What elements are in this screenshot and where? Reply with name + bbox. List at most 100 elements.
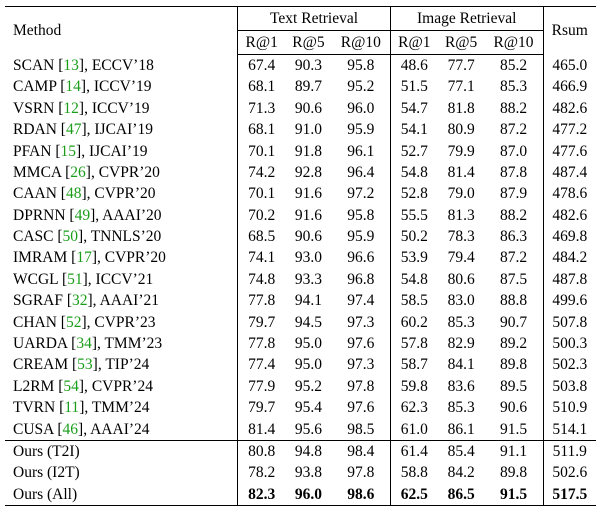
value-cell: 80.8 xyxy=(237,440,286,463)
table-row: UARDA [34], TMM’23 77.8 95.0 97.6 57.8 82.9 89… xyxy=(5,333,596,355)
method-name: CAAN xyxy=(13,185,57,203)
method-venue: TMM’23 xyxy=(104,335,163,353)
value-cell: 53.9 xyxy=(389,247,438,269)
method-name: TVRN xyxy=(13,399,56,417)
method-venue: ECCV’18 xyxy=(91,56,154,74)
value-cell: 89.5 xyxy=(499,377,528,395)
value-cell: 517.5 xyxy=(542,483,596,507)
reference-link[interactable]: 12 xyxy=(63,99,79,117)
method-cell: MMCA [26], CVPR’20 xyxy=(13,163,160,181)
value-cell: 78.2 xyxy=(237,462,286,484)
value-cell: 478.6 xyxy=(542,183,596,205)
value-cell: 89.7 xyxy=(294,78,323,96)
value-cell: 77.1 xyxy=(447,78,475,96)
reference-link[interactable]: 48 xyxy=(65,185,82,203)
value-cell: 88.2 xyxy=(499,206,528,224)
reference-link[interactable]: 49 xyxy=(74,206,91,224)
reference-link[interactable]: 13 xyxy=(63,56,79,74)
reference-link[interactable]: 53 xyxy=(77,356,93,374)
value-cell: 95.2 xyxy=(294,377,323,395)
text-retrieval-header: Text Retrieval xyxy=(237,6,391,31)
value-cell: 52.8 xyxy=(389,183,438,205)
method-name: CUSA xyxy=(13,420,54,438)
table-row: L2RM [54], CVPR’24 77.9 95.2 97.8 59.8 83.6 89… xyxy=(5,375,596,398)
reference-link[interactable]: 26 xyxy=(70,163,86,181)
reference-link[interactable]: 11 xyxy=(64,399,80,417)
method-cell: SCAN [13], ECCV’18 xyxy=(13,56,154,74)
value-cell: 68.1 xyxy=(237,119,286,141)
value-cell: 90.6 xyxy=(294,228,323,246)
reference-link[interactable]: 50 xyxy=(62,228,79,246)
value-cell: 466.9 xyxy=(542,76,596,98)
value-cell: 502.3 xyxy=(542,354,596,376)
method-cell: PFAN [15], IJCAI’19 xyxy=(13,142,148,160)
value-cell: 86.5 xyxy=(437,483,485,507)
reference-link[interactable]: 47 xyxy=(65,121,82,139)
value-cell: 83.0 xyxy=(447,292,475,310)
value-cell: 477.2 xyxy=(542,119,596,141)
value-cell: 77.4 xyxy=(237,354,286,376)
value-cell: 88.8 xyxy=(499,292,528,310)
value-cell: 67.4 xyxy=(237,54,286,77)
value-cell: 88.2 xyxy=(499,99,528,117)
value-cell: 97.2 xyxy=(347,185,375,203)
value-cell: 52.7 xyxy=(389,140,438,162)
value-cell: 98.6 xyxy=(331,483,391,507)
value-cell: 85.3 xyxy=(499,78,528,96)
reference-link[interactable]: 46 xyxy=(62,420,79,438)
reference-link[interactable]: 32 xyxy=(72,292,88,310)
method-name: CREAM xyxy=(13,356,69,374)
value-cell: 55.5 xyxy=(389,204,438,227)
value-cell: 510.9 xyxy=(542,397,596,419)
method-name: DPRNN xyxy=(13,206,66,224)
reference-link[interactable]: 52 xyxy=(65,313,82,331)
method-name: UARDA xyxy=(13,335,68,353)
value-cell: 50.2 xyxy=(389,226,438,248)
ours-row: Ours (I2T) 78.2 93.8 97.8 58.8 84.2 89.8 502.6 xyxy=(5,462,596,484)
metric-header: R@10 xyxy=(484,30,544,55)
value-cell: 95.9 xyxy=(347,121,375,139)
value-cell: 97.8 xyxy=(347,464,375,482)
reference-link[interactable]: 17 xyxy=(76,249,92,267)
method-name: CAMP xyxy=(13,78,57,96)
value-cell: 92.8 xyxy=(294,163,323,181)
method-venue: AAAI’21 xyxy=(99,292,159,310)
value-cell: 94.1 xyxy=(294,292,323,310)
value-cell: 74.2 xyxy=(237,161,286,184)
value-cell: 477.6 xyxy=(542,140,596,162)
reference-link[interactable]: 54 xyxy=(63,377,79,395)
method-cell: IMRAM [17], CVPR’20 xyxy=(13,249,166,267)
value-cell: 96.1 xyxy=(347,142,375,160)
value-cell: 86.1 xyxy=(447,420,475,438)
value-cell: 81.8 xyxy=(447,99,475,117)
table-row: CASC [50], TNNLS’20 68.5 90.6 95.9 50.2 78.3 8… xyxy=(5,226,596,248)
value-cell: 81.3 xyxy=(447,206,475,224)
method-cell: RDAN [47], IJCAI’19 xyxy=(13,121,153,139)
value-cell: 90.6 xyxy=(294,99,323,117)
table-row: VSRN [12], ICCV’19 71.3 90.6 96.0 54.7 81.8 88… xyxy=(5,97,596,120)
table-row: CAAN [48], CVPR’20 70.1 91.6 97.2 52.8 79.0 87… xyxy=(5,183,596,205)
reference-link[interactable]: 51 xyxy=(67,270,83,288)
ours-label: Ours (T2I) xyxy=(5,440,238,463)
rsum-header: Rsum xyxy=(542,6,596,55)
value-cell: 80.9 xyxy=(447,121,475,139)
method-name: RDAN xyxy=(13,121,57,139)
value-cell: 89.2 xyxy=(499,335,528,353)
value-cell: 87.8 xyxy=(499,163,528,181)
value-cell: 71.3 xyxy=(237,97,286,120)
reference-link[interactable]: 15 xyxy=(60,142,77,160)
reference-link[interactable]: 34 xyxy=(76,335,92,353)
reference-link[interactable]: 14 xyxy=(65,78,81,96)
method-cell: WCGL [51], ICCV’21 xyxy=(13,270,154,288)
results-table: Method Text Retrieval Image Retrieval Rs… xyxy=(5,6,596,507)
value-cell: 54.7 xyxy=(389,97,438,120)
value-cell: 87.2 xyxy=(499,121,528,139)
method-cell: UARDA [34], TMM’23 xyxy=(13,335,163,353)
value-cell: 96.0 xyxy=(285,483,332,507)
image-retrieval-header: Image Retrieval xyxy=(389,6,544,31)
table-row: SGRAF [32], AAAI’21 77.8 94.1 97.4 58.5 83.0 8… xyxy=(5,290,596,312)
value-cell: 95.4 xyxy=(294,399,323,417)
value-cell: 51.5 xyxy=(389,76,438,98)
value-cell: 82.3 xyxy=(237,483,286,507)
value-cell: 482.6 xyxy=(542,97,596,120)
